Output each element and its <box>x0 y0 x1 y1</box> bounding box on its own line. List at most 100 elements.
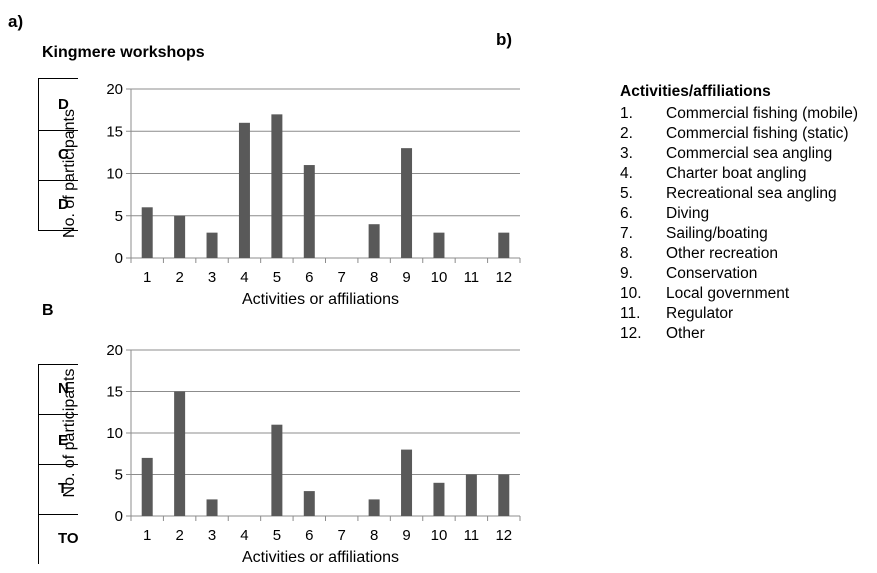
y-tick-label: 20 <box>106 81 123 98</box>
legend-item-number: 3. <box>620 145 633 162</box>
bar <box>174 391 186 516</box>
legend-item-label: Diving <box>666 205 710 222</box>
x-tick-label: 3 <box>208 269 216 286</box>
legend-item-number: 2. <box>620 125 633 142</box>
legend-item: 1. Commercial fishing (mobile) <box>620 104 877 124</box>
legend-item: 9. Conservation <box>620 264 877 284</box>
x-tick-label: 7 <box>338 269 346 286</box>
bar <box>271 114 283 258</box>
table-cell-text: T <box>58 480 68 497</box>
bar <box>433 482 445 516</box>
panel-label-a: a) <box>8 12 24 31</box>
chart-title-top: Kingmere workshops <box>42 44 205 62</box>
bar <box>174 215 186 258</box>
bar <box>271 424 283 516</box>
y-axis-label: No. of participants <box>61 109 78 238</box>
bar <box>498 474 510 516</box>
x-tick-label: 8 <box>370 527 378 544</box>
x-tick-label: 6 <box>305 527 313 544</box>
panel-label-b: b) <box>496 30 513 49</box>
legend-item: 4. Charter boat angling <box>620 164 877 184</box>
table-cell-text: D <box>58 96 69 113</box>
legend-item-label: Commercial sea angling <box>666 145 833 162</box>
x-tick-label: 2 <box>175 527 183 544</box>
x-axis-label: Activities or affiliations <box>242 291 399 308</box>
legend-item-number: 8. <box>620 245 633 262</box>
bar <box>368 499 380 516</box>
legend-item-number: 1. <box>620 105 633 122</box>
y-tick-label: 10 <box>106 425 123 442</box>
legend-item: 11. Regulator <box>620 304 877 324</box>
bar <box>498 232 510 258</box>
legend-item-number: 12. <box>620 325 642 342</box>
x-tick-label: 6 <box>305 269 313 286</box>
y-tick-label: 20 <box>106 342 123 359</box>
legend-item: 7. Sailing/boating <box>620 224 877 244</box>
x-tick-label: 2 <box>175 269 183 286</box>
y-tick-label: 15 <box>106 123 123 140</box>
bar <box>433 232 445 258</box>
y-tick-label: 0 <box>115 250 123 267</box>
table-cell-text: E <box>58 432 69 449</box>
legend-item-label: Regulator <box>666 305 734 322</box>
legend-item: 10. Local government <box>620 284 877 304</box>
bar <box>303 491 315 516</box>
table-cell-text: N <box>58 380 69 397</box>
x-tick-label: 12 <box>495 527 512 544</box>
bar <box>141 207 153 258</box>
x-tick-label: 5 <box>273 269 281 286</box>
legend-item-label: Conservation <box>666 265 758 282</box>
y-tick-label: 15 <box>106 384 123 401</box>
legend: Activities/affiliations 1. Commercial fis… <box>620 82 877 344</box>
bar <box>303 165 315 258</box>
legend-item: 6. Diving <box>620 204 877 224</box>
legend-item-label: Commercial fishing (mobile) <box>666 105 859 122</box>
x-tick-label: 4 <box>240 527 248 544</box>
legend-title: Activities/affiliations <box>620 83 771 100</box>
bar <box>206 499 218 516</box>
bar <box>141 457 153 516</box>
legend-item-label: Other recreation <box>666 245 778 262</box>
table-cell-text: D <box>58 196 69 213</box>
legend-item: 8. Other recreation <box>620 244 877 264</box>
x-tick-label: 11 <box>464 269 480 286</box>
legend-item: 12. Other <box>620 324 877 344</box>
y-tick-label: 5 <box>115 208 123 225</box>
x-tick-label: 8 <box>370 269 378 286</box>
x-tick-label: 4 <box>240 269 248 286</box>
legend-item-label: Charter boat angling <box>666 165 807 182</box>
legend-item: 3. Commercial sea angling <box>620 144 877 164</box>
x-tick-label: 7 <box>338 527 346 544</box>
table-cell-text: C <box>58 146 69 163</box>
legend-item: 5. Recreational sea angling <box>620 184 877 204</box>
x-tick-label: 12 <box>495 269 512 286</box>
y-axis-label: No. of participants <box>61 369 78 498</box>
y-tick-label: 10 <box>106 166 123 183</box>
x-tick-label: 10 <box>431 527 448 544</box>
x-tick-label: 9 <box>402 527 410 544</box>
legend-item-label: Commercial fishing (static) <box>666 125 849 142</box>
x-tick-label: 10 <box>431 269 448 286</box>
legend-item-number: 11. <box>620 305 641 322</box>
table-cell-text: TO <box>58 530 79 547</box>
legend-item: 2. Commercial fishing (static) <box>620 124 877 144</box>
x-tick-label: 9 <box>402 269 410 286</box>
legend-item-label: Local government <box>666 285 790 302</box>
chart-title-bottom: B <box>42 302 54 320</box>
legend-item-number: 7. <box>620 225 633 242</box>
legend-item-number: 4. <box>620 165 633 182</box>
bar <box>401 449 413 516</box>
legend-item-number: 5. <box>620 185 633 202</box>
legend-item-label: Other <box>666 325 705 342</box>
legend-item-label: Recreational sea angling <box>666 185 837 202</box>
bar <box>206 232 218 258</box>
legend-item-number: 10. <box>620 285 642 302</box>
y-tick-label: 5 <box>115 467 123 484</box>
x-tick-label: 1 <box>143 527 151 544</box>
y-tick-label: 0 <box>115 508 123 525</box>
bar <box>401 148 413 258</box>
legend-item-label: Sailing/boating <box>666 225 768 242</box>
x-tick-label: 1 <box>143 269 151 286</box>
x-tick-label: 11 <box>464 527 480 544</box>
